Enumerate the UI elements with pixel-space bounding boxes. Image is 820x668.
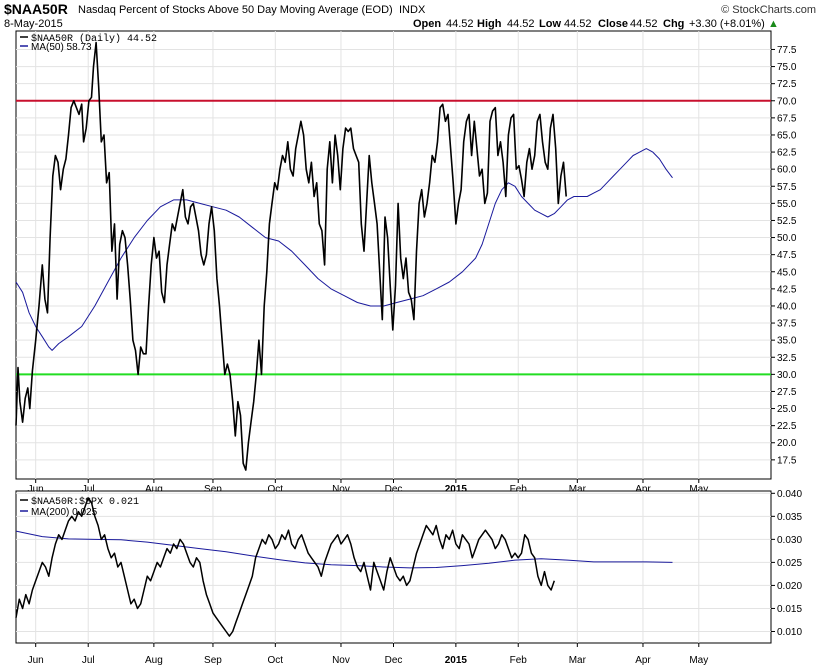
x-tick-label: Aug [145, 484, 163, 495]
x-tick-label: May [689, 484, 708, 495]
chg-value: +3.30 (+8.01%) [689, 18, 765, 30]
y-tick-label: 50.0 [777, 233, 797, 244]
x-tick-label: Sep [204, 484, 222, 495]
main-panel-x-axis: Jun Jul Aug Sep Oct Nov Dec 2015 Feb Mar Apr May [28, 479, 708, 495]
close-label: Close [598, 18, 628, 30]
y-tick-label: 22.5 [777, 421, 797, 432]
y-tick-label: 0.025 [777, 558, 802, 569]
close-value: 44.52 [630, 18, 658, 30]
y-tick-label: 45.0 [777, 267, 797, 278]
ratio-line [15, 497, 556, 637]
y-tick-label: 55.0 [777, 199, 797, 210]
y-tick-label: 0.035 [777, 512, 802, 523]
description-title: Nasdaq Percent of Stocks Above 50 Day Mo… [78, 4, 393, 16]
main-panel-legend: $NAA50R (Daily) 44.52 MA(50) 58.73 [20, 33, 157, 53]
x-tick-label: Oct [268, 484, 284, 495]
y-tick-label: 0.015 [777, 604, 802, 615]
ratio-panel-series [15, 497, 673, 637]
y-tick-label: 77.5 [777, 45, 797, 56]
ratio-legend-label: $NAA50R:$SPX 0.021 [31, 496, 139, 508]
chart-header: $NAA50R Nasdaq Percent of Stocks Above 5… [4, 1, 816, 30]
y-tick-label: 0.020 [777, 581, 802, 592]
ratio-panel-y-axis: 0.010 0.015 0.020 0.025 0.030 0.035 0.040 [771, 489, 802, 638]
ma200-legend-label: MA(200) 0.025 [31, 507, 98, 518]
x-tick-label: 2015 [445, 484, 468, 495]
y-tick-label: 42.5 [777, 284, 797, 295]
x-tick-label: Jul [82, 655, 95, 666]
y-tick-label: 30.0 [777, 370, 797, 381]
y-tick-label: 65.0 [777, 130, 797, 141]
symbol-title: $NAA50R [4, 1, 68, 17]
ratio-panel-legend: $NAA50R:$SPX 0.021 MA(200) 0.025 [20, 496, 139, 518]
y-tick-label: 70.0 [777, 96, 797, 107]
y-tick-label: 57.5 [777, 182, 797, 193]
y-tick-label: 47.5 [777, 250, 797, 261]
ma200-line [15, 530, 673, 569]
naa50r-price-line [15, 41, 567, 471]
x-tick-label: Dec [385, 655, 403, 666]
x-tick-label: Nov [332, 655, 350, 666]
x-tick-label: Mar [569, 655, 587, 666]
y-tick-label: 0.040 [777, 489, 802, 500]
watermark: © StockCharts.com [721, 4, 816, 16]
open-label: Open [413, 18, 441, 30]
ratio-panel-x-axis: Jun Jul Aug Sep Oct Nov Dec 2015 Feb Mar Apr May [28, 643, 708, 666]
up-arrow-icon: ▲ [768, 18, 779, 30]
y-tick-label: 60.0 [777, 165, 797, 176]
ma50-line [15, 148, 673, 351]
y-tick-label: 75.0 [777, 62, 797, 73]
x-tick-label: Oct [268, 655, 284, 666]
y-tick-label: 72.5 [777, 79, 797, 90]
y-tick-label: 27.5 [777, 387, 797, 398]
y-tick-label: 62.5 [777, 148, 797, 159]
y-tick-label: 37.5 [777, 319, 797, 330]
x-tick-label: Sep [204, 655, 222, 666]
open-value: 44.52 [446, 18, 474, 30]
high-label: High [477, 18, 502, 30]
x-tick-label: Feb [510, 655, 528, 666]
x-tick-label: Dec [385, 484, 403, 495]
chg-label: Chg [663, 18, 684, 30]
date-label: 8-May-2015 [4, 18, 63, 30]
x-tick-label: Feb [510, 484, 528, 495]
y-tick-label: 20.0 [777, 438, 797, 449]
main-panel-series [15, 41, 673, 471]
x-tick-label: Apr [635, 655, 651, 666]
x-tick-label: Jun [28, 655, 44, 666]
ratio-panel-grid [16, 491, 771, 643]
x-tick-label: Aug [145, 655, 163, 666]
low-value: 44.52 [564, 18, 592, 30]
exchange-label: INDX [399, 4, 426, 16]
y-tick-label: 32.5 [777, 353, 797, 364]
y-tick-label: 35.0 [777, 336, 797, 347]
y-tick-label: 25.0 [777, 404, 797, 415]
y-tick-label: 40.0 [777, 301, 797, 312]
x-tick-label: 2015 [445, 655, 468, 666]
y-tick-label: 67.5 [777, 113, 797, 124]
x-tick-label: Jul [82, 484, 95, 495]
y-tick-label: 0.010 [777, 627, 802, 638]
y-tick-label: 0.030 [777, 535, 802, 546]
y-tick-label: 52.5 [777, 216, 797, 227]
price-legend-label: $NAA50R (Daily) 44.52 [31, 33, 157, 45]
ma50-legend-label: MA(50) 58.73 [31, 42, 92, 53]
main-panel-reference-lines [16, 99, 771, 376]
x-tick-label: Jun [28, 484, 44, 495]
x-tick-label: Mar [569, 484, 587, 495]
x-tick-label: Apr [635, 484, 651, 495]
x-tick-label: Nov [332, 484, 350, 495]
low-label: Low [539, 18, 561, 30]
high-value: 44.52 [507, 18, 535, 30]
y-tick-label: 17.5 [777, 455, 797, 466]
main-panel-y-axis: 17.5 20.0 22.5 25.0 27.5 30.0 32.5 35.0 37.5 40.0… [771, 45, 797, 466]
x-tick-label: May [689, 655, 708, 666]
